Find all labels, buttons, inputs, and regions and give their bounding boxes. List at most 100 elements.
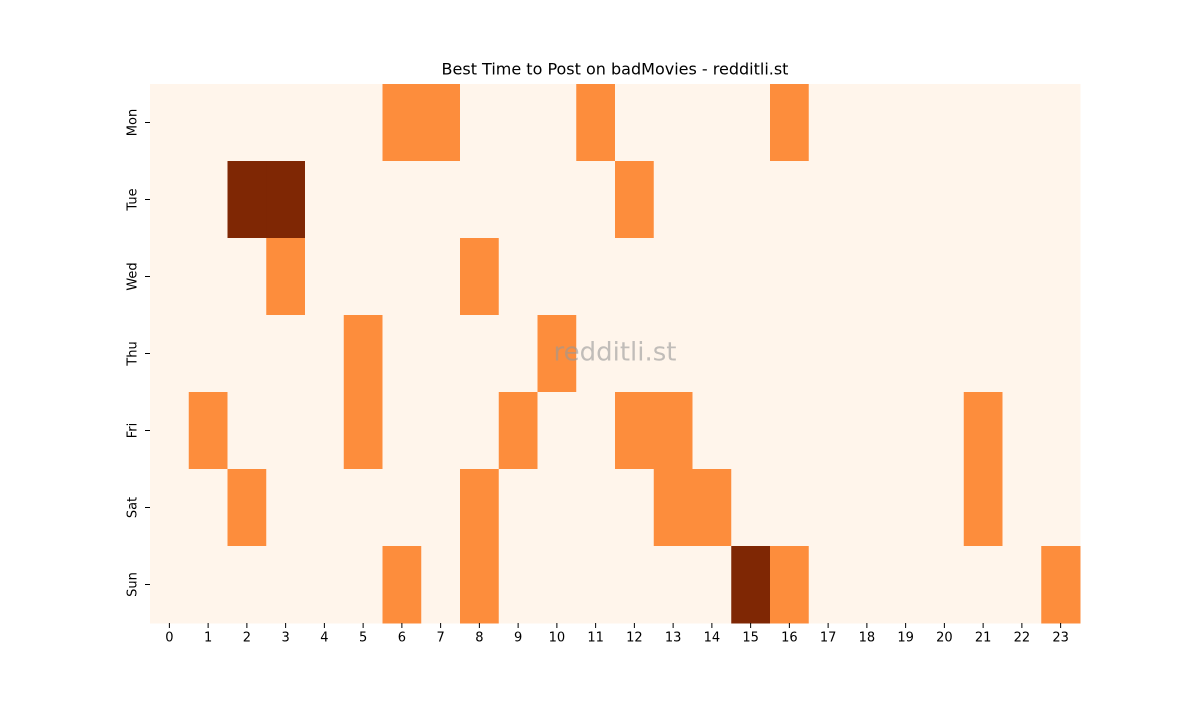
heatmap-cell xyxy=(615,392,655,470)
heatmap-cell xyxy=(847,392,887,470)
heatmap-cell xyxy=(537,469,577,547)
x-tick-label: 18 xyxy=(859,631,876,646)
x-tick-label: 15 xyxy=(742,631,759,646)
x-tick-label: 17 xyxy=(820,631,837,646)
heatmap-cell xyxy=(653,238,693,316)
heatmap-cell xyxy=(460,84,500,162)
heatmap-cell xyxy=(537,238,577,316)
x-tick-label: 19 xyxy=(897,631,914,646)
heatmap-cell xyxy=(653,84,693,162)
heatmap-cell xyxy=(421,392,461,470)
heatmap-cell xyxy=(537,315,577,393)
heatmap-cell xyxy=(925,546,965,624)
heatmap-cell xyxy=(343,84,383,162)
heatmap-cell xyxy=(615,161,655,239)
heatmap-cell xyxy=(188,469,228,547)
x-tick-label: 13 xyxy=(665,631,682,646)
heatmap-cell xyxy=(692,392,732,470)
y-tick-label: Fri xyxy=(126,423,141,439)
heatmap-cell xyxy=(343,392,383,470)
heatmap-cell xyxy=(460,469,500,547)
heatmap-cell xyxy=(343,315,383,393)
heatmap-cell xyxy=(808,161,848,239)
heatmap-cell xyxy=(150,84,190,162)
heatmap-cell xyxy=(886,392,926,470)
heatmap-cell xyxy=(770,84,810,162)
y-tick-label: Sat xyxy=(126,497,141,518)
heatmap-cell xyxy=(305,84,345,162)
x-tick-label: 20 xyxy=(936,631,953,646)
heatmap-cell xyxy=(266,392,306,470)
heatmap-cell xyxy=(963,392,1003,470)
heatmap-cell xyxy=(653,161,693,239)
heatmap-cell xyxy=(266,469,306,547)
heatmap-cell xyxy=(343,546,383,624)
heatmap-cell xyxy=(692,238,732,316)
heatmap-cell xyxy=(498,84,538,162)
heatmap-cell xyxy=(925,238,965,316)
heatmap-cell xyxy=(498,238,538,316)
x-tick-label: 2 xyxy=(243,631,251,646)
x-tick-label: 23 xyxy=(1052,631,1069,646)
heatmap-cell xyxy=(576,392,616,470)
heatmap-cell xyxy=(963,84,1003,162)
heatmap-cell xyxy=(692,315,732,393)
heatmap-cell xyxy=(615,238,655,316)
heatmap-cell xyxy=(460,392,500,470)
heatmap-cell xyxy=(847,161,887,239)
heatmap-cell xyxy=(576,84,616,162)
heatmap-cell xyxy=(770,238,810,316)
x-tick-label: 12 xyxy=(626,631,643,646)
heatmap-cell xyxy=(692,161,732,239)
heatmap-cell xyxy=(150,161,190,239)
heatmap-cell xyxy=(188,161,228,239)
heatmap-cell xyxy=(382,84,422,162)
heatmap-cell xyxy=(770,161,810,239)
heatmap-cell xyxy=(615,546,655,624)
heatmap-cell xyxy=(576,238,616,316)
heatmap-cell xyxy=(382,392,422,470)
heatmap-cell xyxy=(498,392,538,470)
heatmap-cell xyxy=(963,161,1003,239)
y-tick-label: Thu xyxy=(126,341,141,366)
heatmap-cell xyxy=(770,315,810,393)
heatmap-cell xyxy=(382,546,422,624)
heatmap-cell xyxy=(847,469,887,547)
heatmap-cell xyxy=(808,469,848,547)
heatmap-cell xyxy=(847,315,887,393)
heatmap-cell xyxy=(692,546,732,624)
heatmap-cell xyxy=(305,315,345,393)
heatmap-cell xyxy=(498,469,538,547)
heatmap-cell xyxy=(460,238,500,316)
heatmap-cell xyxy=(808,392,848,470)
heatmap-cell xyxy=(692,469,732,547)
heatmap-cell xyxy=(1041,315,1081,393)
heatmap-cell xyxy=(421,161,461,239)
heatmap-cell xyxy=(886,161,926,239)
heatmap-cell xyxy=(653,315,693,393)
x-tick-label: 8 xyxy=(475,631,483,646)
x-tick-label: 10 xyxy=(549,631,566,646)
heatmap-cell xyxy=(1002,161,1042,239)
heatmap-cell xyxy=(615,315,655,393)
heatmap-cell xyxy=(731,84,771,162)
x-tick-label: 5 xyxy=(359,631,367,646)
heatmap-cell xyxy=(692,84,732,162)
x-tick-label: 16 xyxy=(781,631,798,646)
heatmap-cell xyxy=(576,469,616,547)
heatmap-cell xyxy=(847,238,887,316)
x-tick-label: 6 xyxy=(398,631,406,646)
heatmap-cell xyxy=(1041,392,1081,470)
heatmap-cell xyxy=(150,392,190,470)
watermark: redditli.st xyxy=(554,338,677,368)
heatmap-cell xyxy=(925,315,965,393)
heatmap-cell xyxy=(150,238,190,316)
heatmap-cell xyxy=(537,546,577,624)
heatmap-cell xyxy=(886,84,926,162)
heatmap-cells xyxy=(150,84,1081,624)
heatmap-cell xyxy=(382,469,422,547)
heatmap-cell xyxy=(305,161,345,239)
heatmap-cell xyxy=(498,315,538,393)
